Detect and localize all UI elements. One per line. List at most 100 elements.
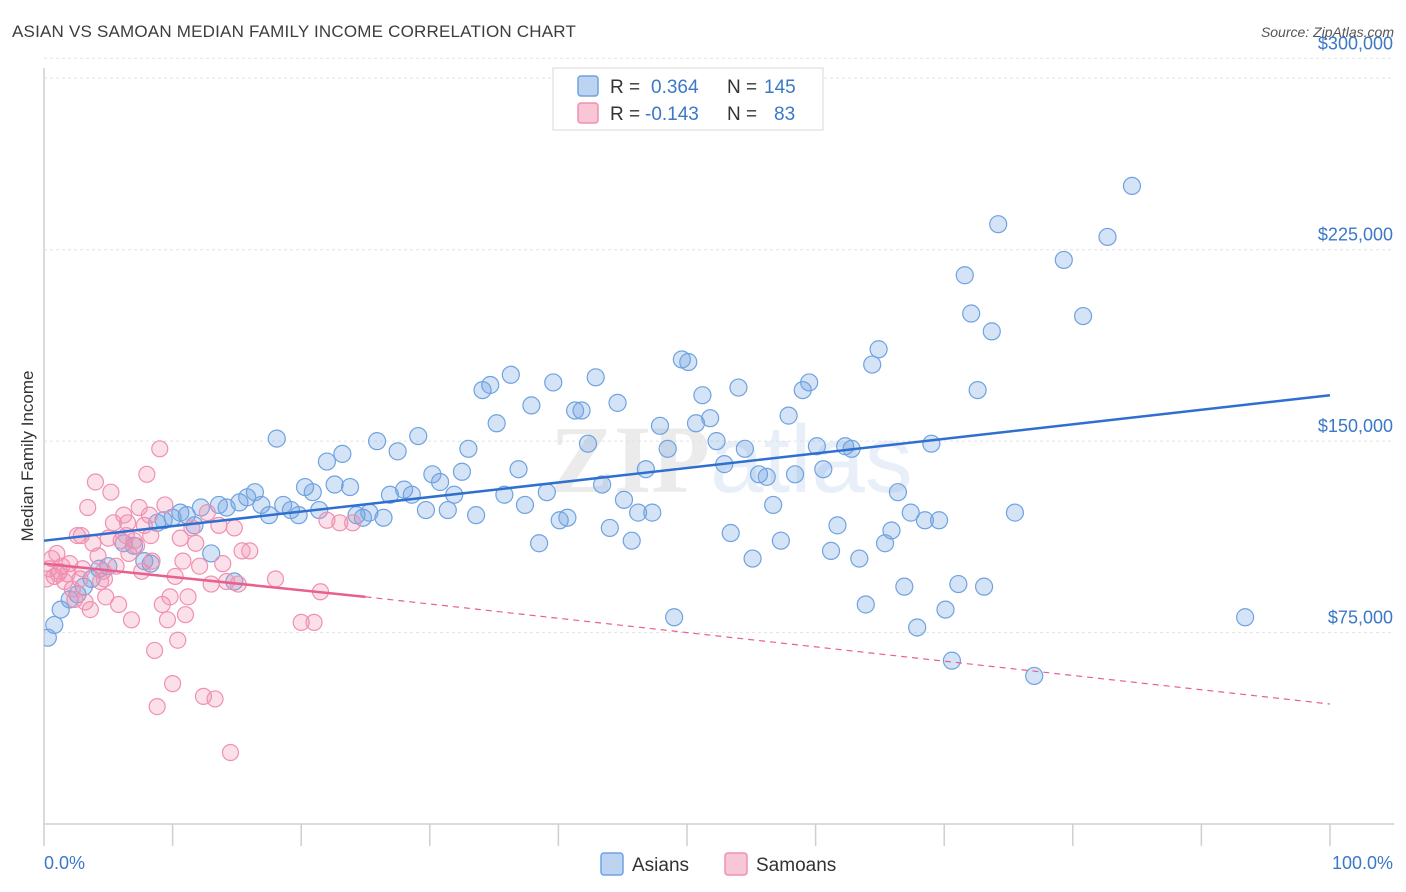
asian-point [289, 506, 308, 525]
samoan-point [318, 511, 336, 529]
samoan-point [176, 606, 195, 624]
asian-point [267, 429, 286, 448]
asian-point [901, 503, 920, 522]
asian-point [779, 406, 798, 425]
asian-point [701, 409, 720, 428]
samoan-point [49, 565, 67, 583]
asian-point [743, 549, 762, 568]
asian-point [1005, 503, 1025, 522]
y-tick-label: $300,000 [1318, 33, 1393, 53]
asian-point [452, 462, 472, 481]
asian-point [388, 442, 407, 461]
asian-point [380, 485, 400, 504]
asian-point [430, 472, 450, 492]
samoan-point [145, 641, 164, 660]
asian-point [1236, 608, 1255, 627]
samoan-point [214, 555, 232, 573]
asian-point [317, 452, 337, 471]
asian-point [522, 396, 541, 415]
asian-point [438, 500, 457, 520]
asian-point [578, 434, 598, 453]
asian-point [481, 375, 500, 395]
y-tick-label: $225,000 [1318, 225, 1393, 245]
asian-point [814, 460, 833, 479]
samoan-point [151, 440, 169, 458]
asian-point [686, 414, 706, 433]
asian-point [658, 439, 677, 458]
samoan-point [158, 611, 177, 629]
asian-point [856, 595, 875, 614]
samoan-point [102, 483, 120, 501]
asian-point [629, 503, 648, 522]
samoan-point [241, 542, 259, 560]
asian-point [922, 434, 941, 453]
asian-point [863, 355, 882, 374]
asian-point [821, 541, 841, 560]
samoan-point [71, 570, 89, 588]
asian-point [530, 534, 549, 553]
asian-point [650, 416, 670, 435]
asian-point [608, 393, 627, 412]
watermark: ZIP atlas [550, 406, 913, 513]
samoan-point [221, 743, 240, 762]
asian-point [1122, 176, 1142, 196]
asian-point [544, 373, 563, 392]
legend-r-label: R = [610, 77, 640, 98]
asian-point [888, 483, 908, 502]
samoan-point [140, 506, 159, 524]
samoan-point [118, 514, 137, 532]
samoans-trend-extension [365, 596, 1331, 705]
asian-point [942, 651, 962, 670]
asian-point [929, 511, 949, 530]
samoan-point [187, 534, 205, 552]
asian-point [968, 380, 987, 400]
y-tick-label: $150,000 [1318, 416, 1393, 436]
asian-point [202, 544, 221, 563]
asian-point [566, 401, 585, 420]
legend-r-value: 0.364 [651, 77, 699, 98]
asian-point [721, 523, 740, 543]
asian-point [423, 465, 442, 484]
asian-point [982, 322, 1001, 341]
samoan-point [174, 552, 192, 570]
asian-point [558, 508, 577, 527]
samoan-point [81, 600, 99, 619]
asian-point [693, 386, 712, 405]
y-tick-label: $75,000 [1328, 608, 1393, 628]
samoan-point [164, 675, 182, 693]
asian-point [764, 495, 783, 515]
asian-point [735, 439, 754, 458]
samoan-point [161, 588, 179, 606]
correlation-legend: R = 0.364 N = 145 R = -0.143 N = 83 [552, 67, 824, 131]
svg-text:ZIP: ZIP [550, 406, 710, 513]
bottom-legend-swatch-samoans [724, 852, 748, 876]
asian-point [466, 506, 486, 525]
asian-point [757, 467, 776, 486]
asian-point [622, 531, 641, 550]
legend-swatch-asians [577, 75, 599, 97]
samoan-point [198, 504, 216, 522]
samoan-point [266, 570, 285, 588]
asian-point [962, 304, 981, 323]
bottom-legend-label-samoans: Samoans [756, 855, 836, 876]
asian-point [509, 460, 528, 479]
asian-point [1025, 666, 1044, 686]
asian-point [828, 516, 847, 535]
asian-point [495, 485, 514, 504]
asian-point [807, 437, 826, 456]
samoan-point [138, 465, 156, 483]
samoan-point [169, 631, 187, 649]
asian-point [915, 511, 935, 530]
bottom-legend-label-asians: Asians [632, 855, 689, 876]
asian-point [785, 465, 805, 484]
samoans-trend-line [43, 562, 366, 599]
samoan-point [143, 552, 161, 570]
asian-point [501, 365, 520, 384]
asian-point [850, 549, 869, 568]
asian-point [303, 483, 322, 502]
asian-point [340, 477, 360, 497]
source-credit: Source: ZipAtlas.com [1260, 24, 1394, 40]
samoan-point [148, 697, 166, 716]
y-axis-label: Median Family Income [18, 370, 37, 541]
asian-point [416, 500, 436, 520]
